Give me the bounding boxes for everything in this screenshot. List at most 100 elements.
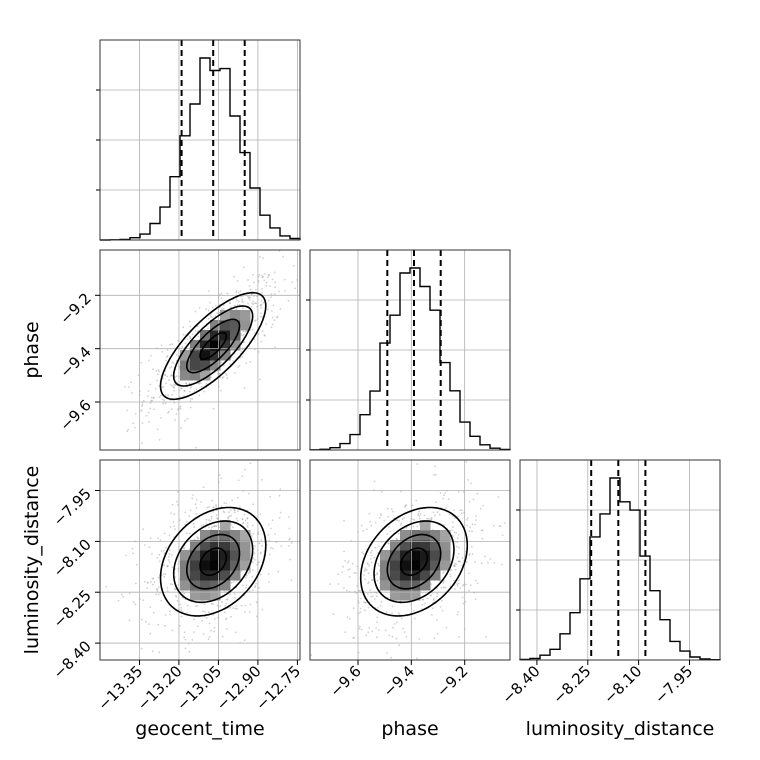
scatter-point bbox=[192, 494, 195, 496]
scatter-point bbox=[242, 522, 244, 525]
scatter-point bbox=[202, 633, 205, 635]
scatter-point bbox=[170, 373, 173, 376]
scatter-point bbox=[258, 273, 261, 276]
scatter-point bbox=[246, 526, 249, 528]
scatter-point bbox=[261, 545, 263, 547]
scatter-point bbox=[153, 408, 156, 411]
scatter-point bbox=[474, 598, 477, 601]
scatter-point bbox=[208, 519, 211, 521]
density-cell bbox=[230, 320, 241, 331]
density-cell bbox=[190, 360, 201, 371]
scatter-point bbox=[212, 407, 215, 410]
scatter-point bbox=[162, 572, 165, 575]
scatter-point bbox=[499, 525, 502, 528]
scatter-point bbox=[462, 583, 465, 586]
scatter-point bbox=[246, 517, 249, 519]
scatter-point bbox=[191, 333, 194, 336]
scatter-point bbox=[226, 377, 229, 380]
scatter-point bbox=[241, 518, 244, 520]
density-cell bbox=[220, 540, 231, 551]
scatter-point bbox=[344, 631, 347, 634]
scatter-point bbox=[210, 528, 213, 531]
scatter-point bbox=[215, 514, 218, 517]
scatter-point bbox=[199, 382, 202, 384]
scatter-point bbox=[236, 304, 239, 306]
density-cell bbox=[180, 360, 191, 371]
scatter-point bbox=[124, 385, 126, 388]
scatter-point bbox=[265, 323, 267, 325]
scatter-point bbox=[259, 315, 262, 318]
density-cell bbox=[210, 320, 221, 331]
scatter-point bbox=[454, 562, 456, 565]
scatter-point bbox=[278, 290, 280, 293]
scatter-point bbox=[391, 605, 394, 607]
scatter-point bbox=[259, 513, 262, 515]
scatter-point bbox=[383, 519, 386, 522]
scatter-point bbox=[397, 612, 400, 615]
scatter-point bbox=[194, 330, 197, 332]
scatter-point bbox=[168, 379, 171, 382]
x-tick-label-luminosity-distance: −8.25 bbox=[549, 662, 594, 707]
scatter-point bbox=[148, 421, 150, 423]
scatter-point bbox=[252, 503, 255, 506]
scatter-point bbox=[178, 519, 181, 521]
scatter-point bbox=[171, 503, 174, 506]
scatter-point bbox=[282, 255, 284, 258]
scatter-point bbox=[444, 492, 447, 494]
scatter-point bbox=[387, 515, 389, 518]
scatter-point bbox=[355, 572, 357, 574]
scatter-point bbox=[196, 604, 199, 607]
scatter-point bbox=[184, 511, 187, 514]
scatter-point bbox=[265, 281, 268, 284]
scatter-point bbox=[182, 333, 185, 336]
scatter-point bbox=[259, 551, 262, 554]
contour-luminosity-distance-vs-geocent-time bbox=[159, 506, 267, 617]
scatter-point bbox=[126, 409, 128, 412]
scatter-point bbox=[263, 279, 266, 282]
scatter-point bbox=[430, 583, 432, 586]
scatter-point bbox=[220, 361, 223, 363]
scatter-point bbox=[179, 407, 182, 410]
scatter-point bbox=[218, 372, 221, 375]
scatter-point bbox=[165, 546, 167, 549]
scatter-point bbox=[371, 579, 374, 582]
scatter-point bbox=[481, 529, 484, 532]
scatter-point bbox=[362, 529, 364, 532]
scatter-point bbox=[260, 312, 262, 315]
scatter-point bbox=[149, 632, 152, 635]
x-tick-label-phase: −9.4 bbox=[380, 662, 418, 700]
scatter-point bbox=[433, 474, 435, 476]
scatter-point bbox=[163, 564, 165, 567]
scatter-point bbox=[223, 511, 226, 514]
scatter-point bbox=[214, 525, 217, 527]
scatter-point bbox=[180, 427, 183, 429]
scatter-point bbox=[273, 271, 276, 274]
scatter-point bbox=[220, 297, 223, 299]
scatter-point bbox=[273, 293, 276, 296]
scatter-point bbox=[207, 638, 210, 641]
scatter-point bbox=[461, 557, 464, 559]
scatter-point bbox=[459, 587, 462, 589]
scatter-point bbox=[458, 636, 460, 638]
scatter-point bbox=[130, 381, 133, 384]
scatter-point bbox=[457, 553, 460, 555]
density-cell bbox=[240, 560, 251, 571]
scatter-point bbox=[255, 582, 258, 585]
scatter-point bbox=[249, 288, 252, 291]
scatter-point bbox=[195, 499, 198, 501]
scatter-point bbox=[342, 565, 344, 568]
density-cell bbox=[380, 580, 391, 591]
scatter-point bbox=[432, 511, 435, 514]
scatter-point bbox=[453, 509, 455, 512]
scatter-point bbox=[175, 595, 178, 598]
scatter-point bbox=[271, 316, 274, 319]
scatter-point bbox=[352, 636, 355, 639]
scatter-point bbox=[292, 264, 295, 267]
scatter-point bbox=[197, 625, 199, 628]
scatter-point bbox=[142, 528, 145, 531]
scatter-point bbox=[398, 613, 401, 616]
scatter-point bbox=[190, 387, 192, 389]
scatter-point bbox=[337, 583, 340, 585]
scatter-point bbox=[260, 304, 263, 306]
scatter-point bbox=[181, 597, 184, 599]
